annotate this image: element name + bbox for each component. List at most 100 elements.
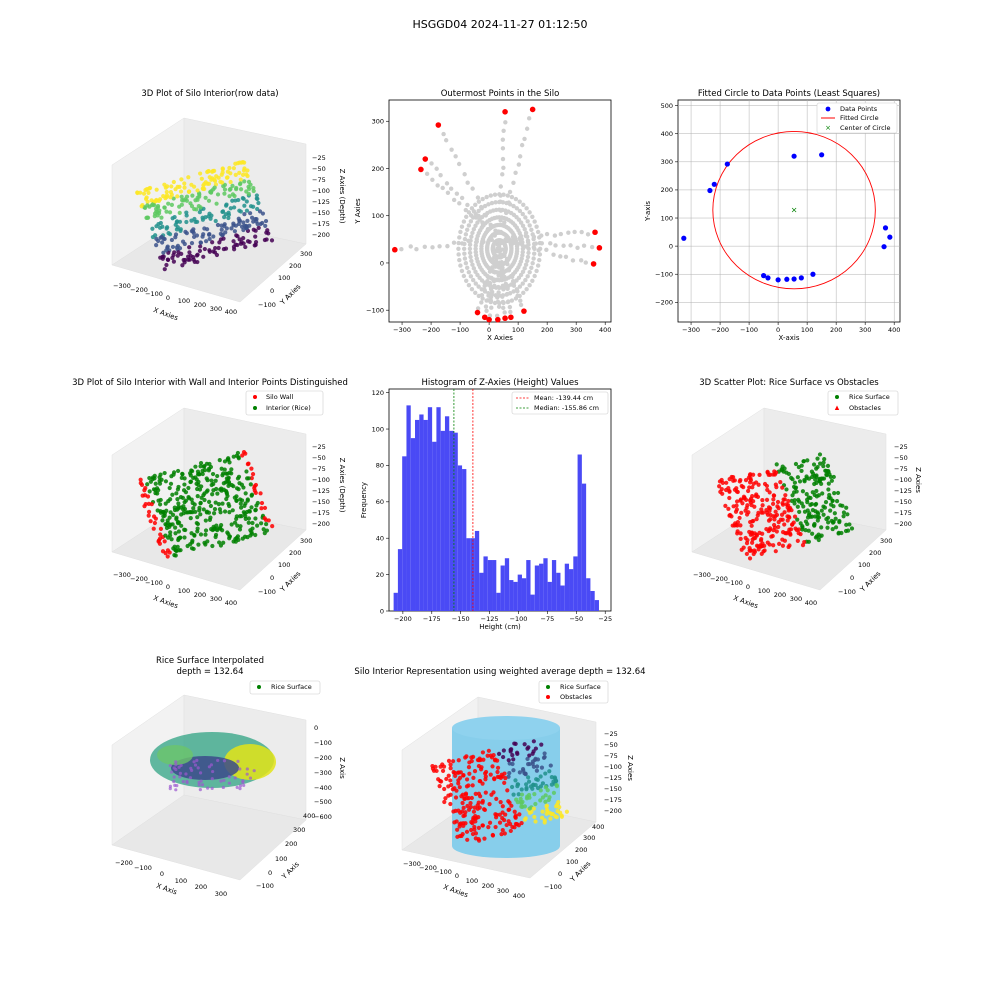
point	[473, 819, 478, 824]
point	[153, 481, 158, 486]
legend-marker-center: ×	[825, 124, 831, 132]
z-tick: −175	[604, 796, 622, 804]
point	[788, 527, 794, 532]
gray-point	[462, 241, 467, 247]
panel-3d-wall-xticks: −300 −200 −100 0 100 200 300 400	[113, 571, 237, 607]
surface-point	[233, 776, 237, 780]
point	[539, 765, 545, 770]
point	[833, 525, 839, 530]
gray-point	[470, 186, 475, 191]
point	[244, 208, 250, 213]
point	[179, 475, 184, 480]
point	[164, 189, 169, 195]
gray-point	[526, 250, 531, 256]
gray-point	[471, 266, 477, 271]
point	[454, 819, 459, 824]
gray-point	[507, 291, 513, 296]
x-axis-label: X Axies	[152, 594, 179, 610]
point	[518, 796, 523, 801]
point	[248, 482, 253, 487]
x-tick: 400	[225, 308, 237, 316]
gray-point	[454, 191, 460, 196]
point	[756, 544, 761, 549]
point	[221, 246, 227, 252]
gray-point	[453, 154, 458, 159]
point	[195, 526, 200, 531]
y-axis-label: Y-axis	[644, 201, 652, 222]
data-point	[798, 275, 804, 281]
point	[456, 770, 461, 775]
data-point	[810, 271, 816, 277]
point	[262, 516, 267, 521]
point	[222, 191, 227, 196]
panel-3d-wall-yticks: −100 0 100 200 300	[258, 537, 312, 596]
surface-point	[238, 767, 242, 771]
point	[469, 759, 474, 764]
point	[173, 553, 178, 558]
point	[481, 757, 486, 762]
point	[817, 534, 822, 539]
x-tick: 300	[497, 887, 509, 895]
gray-point	[516, 162, 522, 167]
point	[220, 170, 225, 175]
point	[515, 751, 520, 757]
point	[717, 484, 722, 489]
point	[812, 521, 817, 527]
point	[745, 503, 750, 508]
legend-label: Silo Wall	[266, 393, 294, 401]
x-tick: 100	[178, 297, 190, 305]
outermost-point	[502, 109, 508, 115]
point	[202, 226, 207, 231]
point	[186, 257, 191, 262]
point	[263, 218, 269, 224]
gray-point	[531, 236, 536, 242]
point	[515, 800, 520, 805]
point	[214, 252, 220, 258]
point	[780, 543, 786, 548]
gray-point	[473, 240, 479, 245]
point	[480, 823, 485, 828]
gray-point	[513, 170, 518, 175]
point	[738, 531, 743, 536]
point	[741, 494, 747, 499]
gray-point	[579, 229, 584, 235]
point	[446, 784, 451, 789]
point	[821, 460, 826, 465]
point	[747, 498, 753, 503]
surface-point	[252, 769, 256, 773]
point	[191, 227, 196, 232]
point	[146, 513, 151, 518]
point	[817, 452, 823, 457]
point	[747, 556, 753, 561]
point	[470, 754, 476, 759]
gray-point	[517, 284, 523, 289]
panel-interpolated-legend: Rice Surface	[249, 680, 321, 695]
point	[142, 488, 147, 493]
histogram-bar	[436, 407, 441, 611]
panel-3d-raw: 3D Plot of Silo Interior(row data) −300 …	[111, 89, 346, 322]
point	[250, 520, 255, 526]
y-tick-label: 60	[376, 498, 384, 506]
point	[456, 758, 461, 763]
point	[748, 519, 753, 525]
y-tick-label: 20	[376, 571, 384, 579]
point	[200, 471, 205, 477]
point	[741, 545, 746, 550]
gray-point	[435, 183, 440, 188]
gray-point	[504, 292, 509, 297]
point	[183, 490, 189, 495]
point	[209, 177, 214, 182]
histogram-bar	[530, 594, 535, 611]
point	[173, 222, 178, 227]
point	[222, 459, 228, 464]
point	[178, 505, 184, 510]
point	[238, 187, 244, 192]
legend-marker-data	[825, 106, 831, 112]
gray-point	[500, 172, 505, 177]
point	[835, 490, 841, 496]
point	[238, 241, 243, 246]
point	[238, 501, 243, 506]
histogram-bar	[590, 590, 595, 611]
point	[171, 259, 176, 264]
gray-point	[470, 215, 476, 220]
